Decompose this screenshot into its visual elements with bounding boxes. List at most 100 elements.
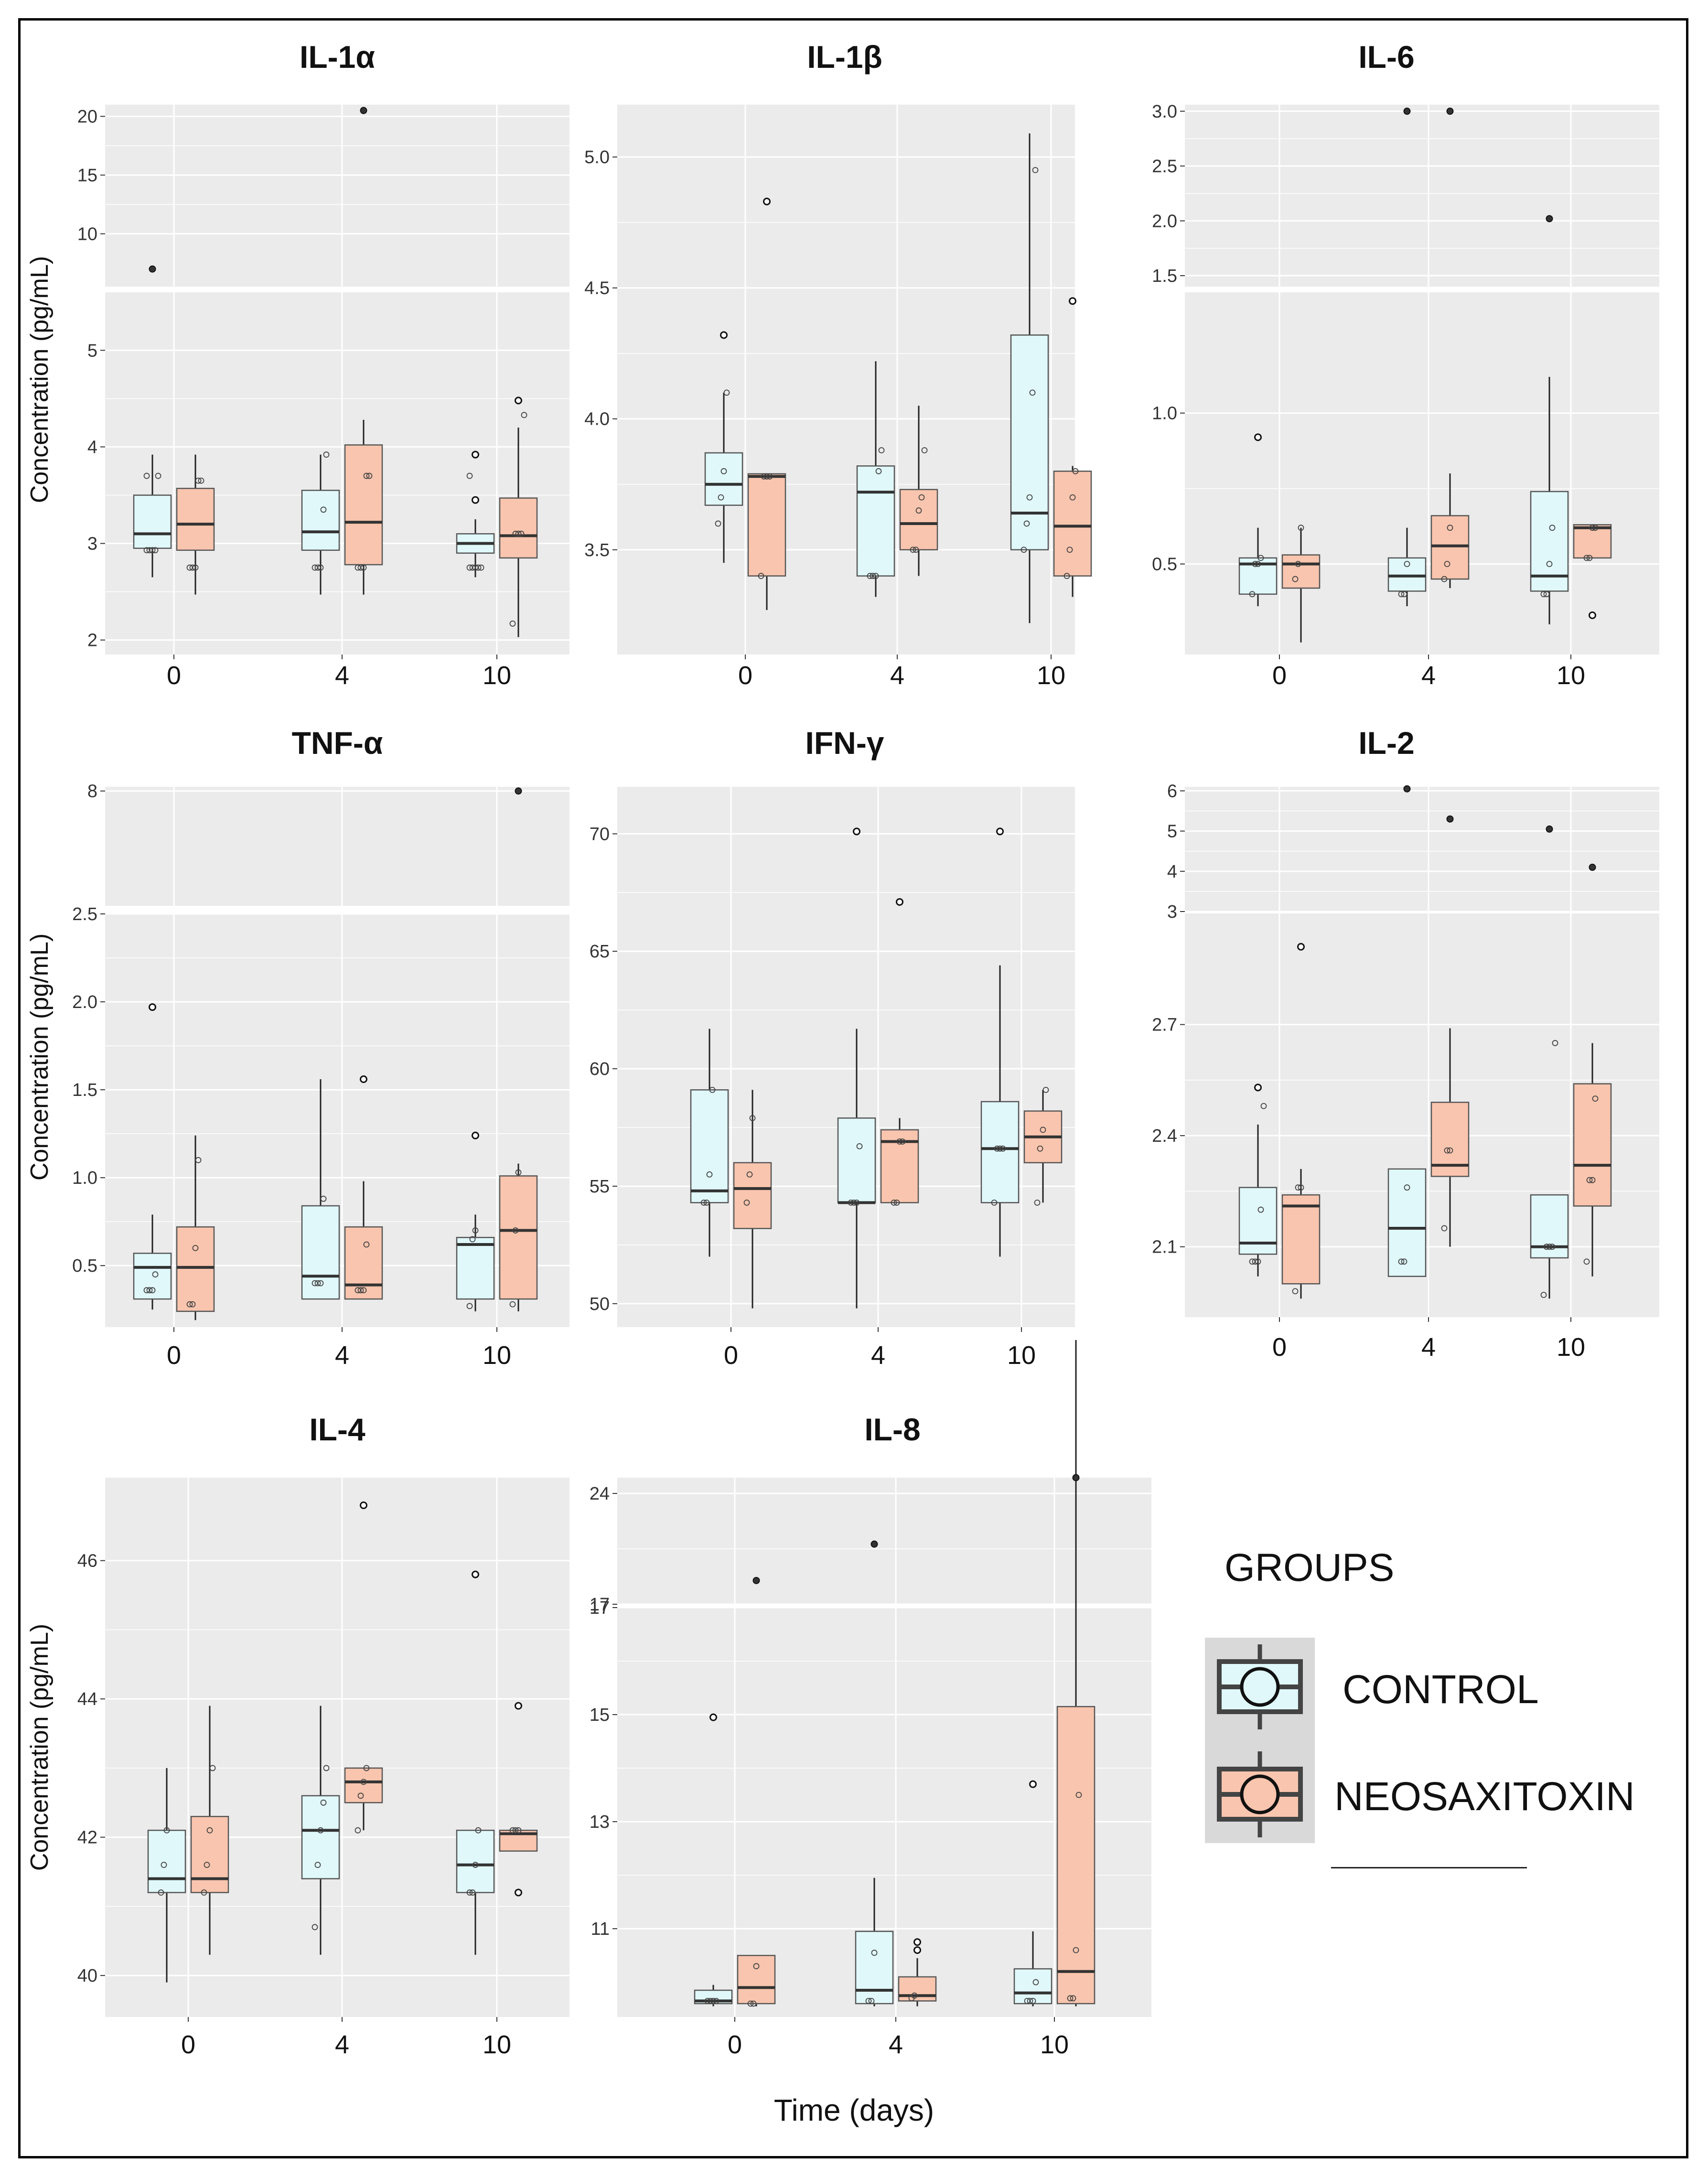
panel-ifn-x-tick-label: 10: [1007, 1341, 1036, 1370]
panel-il-1-lower-tick-label: 2: [87, 631, 97, 651]
panel-il-6-box-control-day-4-iqr: [1387, 557, 1427, 592]
panel-tnf-box-neosaxitoxin-day-4-outlier: [360, 1075, 367, 1083]
panel-il-6-box-neosaxitoxin-day-10: [1573, 524, 1612, 619]
panel-ifn-box-control-day-0-point: [709, 1086, 716, 1093]
panel-il-8-x-tick-label: 0: [728, 2030, 742, 2059]
panel-il-2-x-tick-label: 10: [1557, 1333, 1585, 1362]
panel-il-8-box-neosaxitoxin-day-10-point: [1073, 1947, 1079, 1953]
panel-il-1-lower-tick-label: 3.5: [584, 540, 610, 560]
panel-il-1-box-neosaxitoxin-day-4-point: [918, 494, 925, 501]
panel-il-4-x-tick-label: 0: [181, 2030, 195, 2059]
panel-tnf-box-control-day-4: [301, 1079, 340, 1300]
panel-il-2-box-neosaxitoxin-day-10-point: [1589, 1177, 1596, 1183]
panel-il-4-box-neosaxitoxin-day-10-point: [515, 1827, 522, 1834]
panel-il-2-box-control-day-10-point: [1543, 1244, 1550, 1250]
panel-il-1-box-control-day-0-iqr: [133, 494, 172, 549]
panel-il-6-box-neosaxitoxin-day-10-point: [1592, 525, 1599, 531]
panel-il-6-upper-tick-label: 2.5: [1152, 157, 1177, 177]
panel-il-6-box-neosaxitoxin-day-0-point: [1292, 576, 1299, 582]
panel-il-2-box-control-day-0-point: [1255, 1258, 1261, 1265]
panel-il-1-box-neosaxitoxin-day-0-point: [186, 564, 193, 571]
panel-il-1-box-neosaxitoxin-day-10-point: [521, 412, 527, 418]
panel-il-8-box-control-day-4: [855, 1878, 894, 2006]
panel-il-2-box-control-day-10-point: [1546, 1244, 1553, 1250]
panel-tnf-lower-tick-label: 1.5: [72, 1080, 97, 1100]
panel-ifn-lower-tick-label: 60: [590, 1059, 610, 1079]
panel-il-1-box-control-day-4-point: [312, 564, 318, 571]
panel-il-2-box-control-day-10-point: [1552, 1040, 1558, 1046]
panel-il-1-box-control-day-4: [301, 451, 340, 595]
panel-il-1-box-control-day-10-point: [478, 564, 484, 571]
panel-tnf: TNF-α 8 0.5 1.0 1.5 2.0 2.5 0 4 10 Concentration (…: [26, 725, 569, 1370]
panel-il-1-box-neosaxitoxin-day-4: [899, 406, 938, 576]
panel-il-2-box-control-day-0-point: [1260, 1103, 1267, 1109]
panel-il-1-box-neosaxitoxin-day-10-point: [512, 530, 519, 537]
panel-il-1-box-neosaxitoxin-day-0-point: [192, 564, 199, 571]
panel-tnf-box-control-day-0-point: [146, 1287, 153, 1294]
panel-il-1-box-control-day-0-point: [146, 547, 153, 554]
panel-il-6: IL-6 1.5 2.0 2.5 3.0 0.5 1.0 0 4 10: [1152, 39, 1659, 690]
panel-il-8-box-control-day-10-point: [1032, 1979, 1039, 1985]
panel-il-1-x-tick-label: 0: [738, 661, 752, 690]
panel-il-1-box-control-day-0-point: [149, 547, 156, 554]
panel-ifn-title: IFN-γ: [806, 725, 884, 761]
panel-tnf-x-tick-label: 4: [335, 1341, 349, 1370]
panel-il-2-upper-tick-label: 4: [1167, 862, 1177, 882]
panel-tnf-title: TNF-α: [292, 725, 383, 761]
panel-il-2-upper-outlier-neosaxitoxin-day-10: [1589, 863, 1596, 871]
panel-tnf-box-control-day-10-point: [466, 1303, 473, 1309]
panel-il-1-box-neosaxitoxin-day-4-point: [910, 547, 916, 553]
panel-tnf-box-control-day-0-iqr: [133, 1253, 172, 1300]
panel-il-1-box-control-day-4-point: [320, 506, 327, 513]
panel-ifn-box-neosaxitoxin-day-10-point: [1034, 1199, 1041, 1206]
panel-tnf-box-neosaxitoxin-day-4-point: [363, 1241, 370, 1248]
panel-il-6-box-neosaxitoxin-day-4-iqr: [1430, 515, 1470, 580]
panel-ifn-box-control-day-0-iqr: [690, 1089, 729, 1203]
panel-il-1-box-control-day-0-point: [723, 389, 730, 396]
panel-il-1-upper-tick-label: 10: [77, 224, 97, 244]
panel-il-1-title: IL-1β: [807, 39, 882, 75]
panel-il-2-box-control-day-4: [1387, 1168, 1427, 1277]
panel-tnf-box-neosaxitoxin-day-4-point: [360, 1287, 367, 1294]
panel-il-1-box-control-day-0: [133, 454, 172, 578]
panel-il-1-box-neosaxitoxin-day-10-point: [515, 530, 522, 537]
panel-tnf-x-tick-label: 10: [483, 1341, 511, 1370]
panel-il-6-box-neosaxitoxin-day-4-point: [1441, 576, 1448, 582]
panel-tnf-box-neosaxitoxin-day-10-point: [509, 1301, 516, 1308]
panel-il-6-upper-tick-label: 3.0: [1152, 102, 1177, 122]
panel-il-8-lower-tick-label: 17: [590, 1598, 610, 1618]
panel-il-8-box-neosaxitoxin-day-10-point: [1067, 1995, 1074, 2002]
panel-il-1-box-control-day-4-point: [878, 447, 885, 453]
panel-il-4-box-control-day-10-point: [475, 1827, 482, 1834]
panel-il-1-upper-tick-label: 20: [77, 107, 97, 127]
panel-il-1-box-neosaxitoxin-day-0-point: [761, 473, 767, 480]
panel-il-1-box-control-day-4-iqr: [856, 465, 895, 577]
panel-ifn-box-control-day-10-point: [991, 1199, 998, 1206]
panel-il-1-lower-background: [105, 292, 569, 654]
panel-il-1-box-control-day-0-point: [715, 520, 721, 527]
panel-il-1-box-neosaxitoxin-day-10-outlier: [1069, 297, 1076, 305]
panel-ifn-box-control-day-10-point: [994, 1145, 1000, 1152]
panel-tnf-box-control-day-4-point: [312, 1280, 318, 1287]
panel-ifn-box-control-day-4-point: [848, 1199, 854, 1206]
panel-il-1-box-neosaxitoxin-day-10: [499, 397, 538, 637]
panel-il-4: IL-4 40 42 44 46 0 4 10 Concentration (pg/mL): [26, 1412, 569, 2059]
panel-tnf-box-neosaxitoxin-day-0-point: [189, 1301, 196, 1308]
panel-tnf-box-neosaxitoxin-day-4-iqr: [344, 1226, 383, 1300]
panel-tnf-box-neosaxitoxin-day-10: [499, 1163, 538, 1311]
panel-il-1-box-control-day-0-point: [155, 472, 161, 479]
panel-il-4-box-neosaxitoxin-day-0-point: [209, 1765, 216, 1771]
panel-il-4-box-neosaxitoxin-day-10: [499, 1702, 538, 1897]
panel-il-2-box-control-day-0-outlier: [1254, 1084, 1262, 1092]
panel-il-4-box-neosaxitoxin-day-4: [344, 1501, 383, 1834]
panel-il-8-upper-outlier-neosaxitoxin-day-10: [1072, 1474, 1080, 1481]
panel-il-2-box-control-day-10: [1530, 1040, 1569, 1299]
panel-il-8-box-control-day-0-point: [713, 1997, 720, 2004]
panel-il-6-x-tick-label: 4: [1421, 661, 1436, 690]
panel-tnf-upper-outlier-neosaxitoxin-day-10: [515, 787, 522, 795]
panel-tnf-box-neosaxitoxin-day-0: [176, 1135, 215, 1320]
panel-il-2-box-control-day-10-iqr: [1530, 1194, 1569, 1259]
panel-il-6-box-neosaxitoxin-day-0: [1281, 525, 1321, 643]
panel-il-1-x-tick-label: 0: [167, 661, 181, 690]
panel-il-1-box-neosaxitoxin-day-0-outlier: [763, 197, 771, 205]
